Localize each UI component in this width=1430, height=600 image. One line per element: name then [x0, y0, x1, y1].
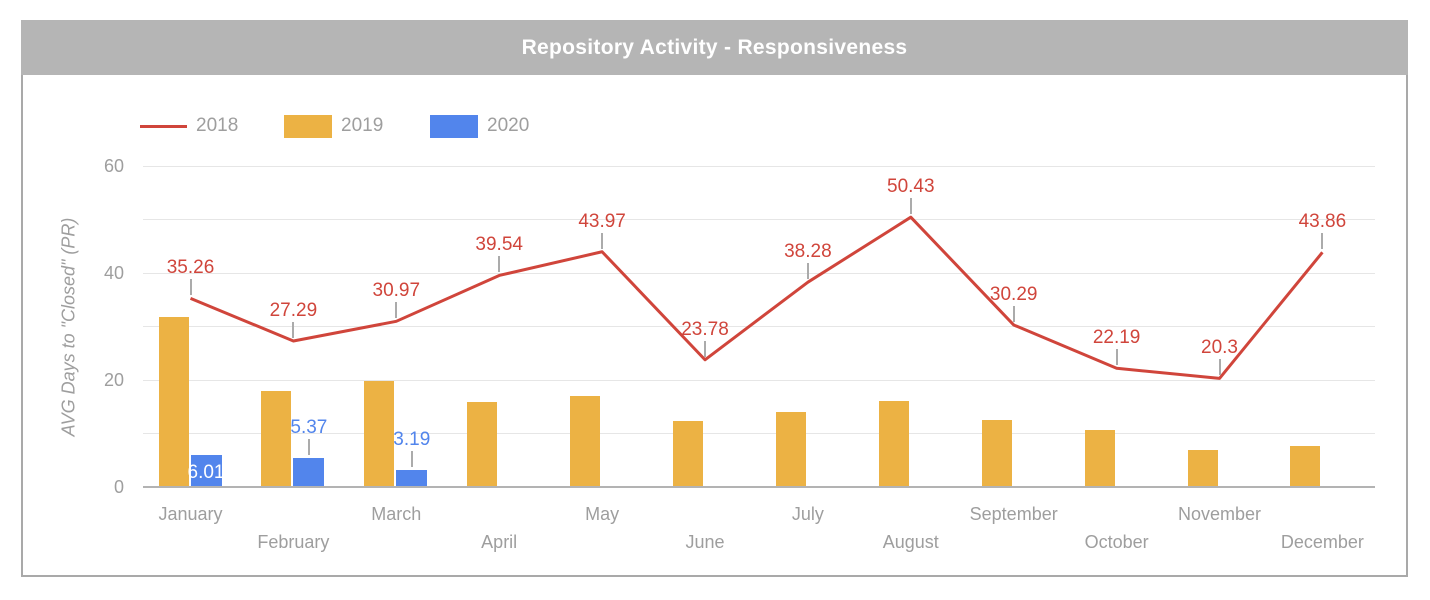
legend-swatch-2018: [140, 124, 187, 128]
data-label-2018-october: 22.19: [1092, 327, 1141, 349]
bar-2019-january[interactable]: [158, 317, 189, 487]
x-axis-baseline: [143, 486, 1375, 488]
x-axis-label-july: July: [791, 504, 824, 524]
x-axis-label-september: September: [969, 504, 1058, 524]
annotation-leader-line: [704, 340, 706, 357]
legend-label: 2018: [196, 115, 239, 136]
x-axis-label-november: November: [1177, 504, 1262, 524]
annotation-leader-line: [1321, 233, 1324, 250]
legend-label: 2019: [341, 115, 384, 136]
x-axis-label-august: August: [882, 532, 939, 552]
y-axis-tick-label: 0: [113, 477, 124, 497]
annotation-leader-line: [1115, 349, 1118, 366]
annotation-leader-line: [909, 198, 912, 215]
data-label-2020-march: 3.19: [393, 428, 431, 450]
bar-2019-april[interactable]: [467, 402, 498, 487]
x-axis-label-february: February: [257, 532, 330, 552]
data-label-2020-february: 5.37: [290, 417, 328, 439]
annotation-leader-line: [806, 263, 809, 280]
x-axis-label-may: May: [585, 504, 620, 524]
bar-2019-may[interactable]: [570, 396, 601, 487]
data-label-2018-may: 43.97: [578, 210, 626, 232]
data-label-2018-august: 50.43: [887, 176, 935, 198]
annotation-leader-line: [292, 321, 295, 338]
bar-2019-december[interactable]: [1290, 446, 1321, 487]
data-label-2018-april: 39.54: [475, 234, 523, 256]
x-axis-label-april: April: [481, 532, 518, 552]
legend-item-2018[interactable]: 2018: [140, 114, 238, 138]
y-axis-tick-label: 20: [103, 370, 124, 390]
annotation-leader-line: [307, 439, 310, 456]
legend-item-2019[interactable]: 2019: [284, 114, 383, 138]
gridline: [143, 433, 1375, 434]
data-label-2018-november: 20.3: [1201, 337, 1238, 359]
gridline: [143, 219, 1375, 220]
x-axis-label-march: March: [371, 504, 422, 524]
annotation-leader-line: [410, 450, 413, 467]
annotation-leader-line: [1012, 305, 1015, 322]
annotation-leader-line: [189, 279, 192, 296]
annotation-leader-line: [395, 302, 398, 319]
gridline: [143, 272, 1375, 274]
bar-2019-march[interactable]: [364, 380, 395, 487]
data-label-2018-september: 30.29: [989, 283, 1038, 305]
y-axis-tick-label: 40: [103, 263, 124, 283]
bar-2019-september[interactable]: [981, 420, 1012, 487]
legend-item-2020[interactable]: 2020: [430, 114, 529, 138]
x-axis-label-december: December: [1280, 532, 1364, 552]
legend-swatch-2019: [284, 114, 332, 138]
bar-2019-august[interactable]: [878, 401, 909, 487]
legend-swatch-2020: [430, 114, 478, 138]
gridline: [143, 165, 1375, 167]
legend-label: 2020: [487, 115, 530, 136]
data-label-2018-december: 43.86: [1298, 211, 1347, 233]
data-label-2018-march: 30.97: [372, 280, 421, 302]
bar-2019-november[interactable]: [1187, 450, 1218, 487]
bar-2020-march[interactable]: [396, 469, 428, 487]
bar-2020-february[interactable]: [293, 458, 325, 487]
gridline: [143, 379, 1375, 381]
bar-2019-october[interactable]: [1084, 430, 1115, 487]
data-label-2018-january: 35.26: [166, 257, 215, 279]
bar-2020-january[interactable]: [190, 454, 222, 487]
x-axis-label-june: June: [685, 532, 725, 552]
chart-title-bar: Repository Activity - Responsiveness: [21, 20, 1408, 75]
annotation-leader-line: [601, 232, 604, 249]
chart-title: Repository Activity - Responsiveness: [521, 35, 908, 59]
y-axis-tick-label: 60: [103, 156, 124, 176]
data-label-2018-june: 23.78: [681, 318, 729, 340]
data-label-2018-july: 38.28: [784, 241, 832, 263]
bar-2019-february[interactable]: [261, 391, 292, 487]
gridline: [143, 326, 1375, 327]
x-axis-label-january: January: [158, 504, 223, 524]
data-label-2020-january: 6.01: [187, 461, 225, 483]
chart-frame: [21, 20, 1408, 577]
y-axis-title: AVG Days to "Closed" (PR): [58, 217, 79, 437]
bar-2019-june[interactable]: [673, 421, 703, 487]
bar-2019-july[interactable]: [775, 412, 806, 487]
data-label-2018-february: 27.29: [269, 299, 318, 321]
x-axis-label-october: October: [1084, 532, 1149, 552]
annotation-leader-line: [1218, 359, 1221, 376]
annotation-leader-line: [498, 256, 501, 273]
